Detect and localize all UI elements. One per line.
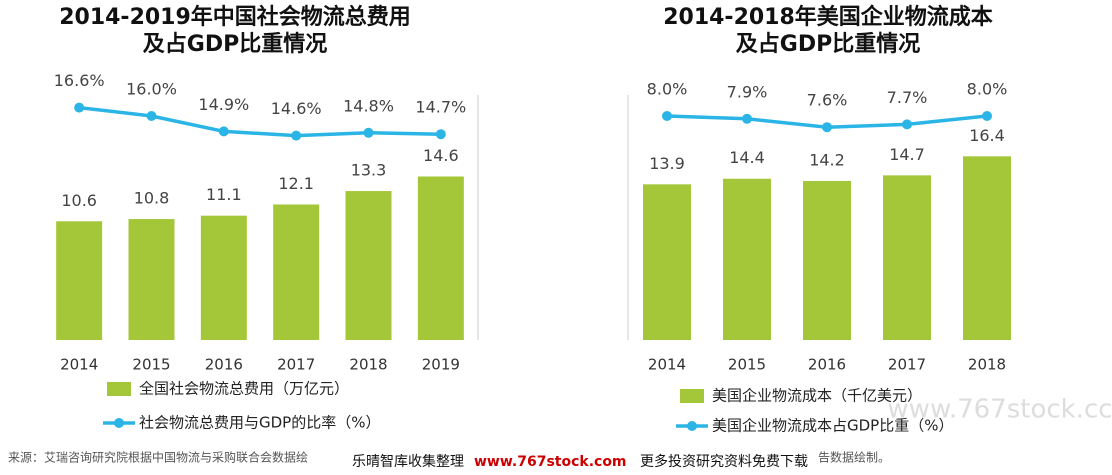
x-tick-label: 2016 xyxy=(205,356,243,374)
data-label: 14.9% xyxy=(198,95,249,114)
bar xyxy=(803,180,851,340)
x-tick-label: 2018 xyxy=(968,356,1006,374)
point xyxy=(291,130,302,141)
point xyxy=(435,129,446,140)
data-label: 14.4 xyxy=(729,148,765,167)
data-label: 13.9 xyxy=(649,154,685,173)
point xyxy=(902,119,912,130)
bar xyxy=(56,221,103,340)
legend-label: 全国社会物流总费用（万亿元） xyxy=(139,380,349,398)
data-label: 10.6 xyxy=(61,191,97,210)
x-tick-label: 2015 xyxy=(132,356,170,374)
legend-point xyxy=(114,418,124,428)
bar xyxy=(643,184,691,340)
legend-swatch xyxy=(680,389,704,403)
bar xyxy=(417,176,464,340)
watermark-right: 更多投资研究资料免费下载 xyxy=(640,453,808,470)
point xyxy=(74,102,85,113)
chart-title: 及占GDP比重情况 xyxy=(736,31,920,57)
data-label: 14.6 xyxy=(423,146,459,165)
legend-swatch xyxy=(107,382,131,396)
point xyxy=(982,111,992,121)
data-label: 10.8 xyxy=(134,189,170,208)
point xyxy=(363,127,374,138)
point xyxy=(822,122,832,133)
x-tick-label: 2015 xyxy=(728,356,766,374)
x-tick-label: 2019 xyxy=(422,356,460,374)
point xyxy=(662,111,672,121)
bar xyxy=(273,204,320,340)
source: 来源：艾瑞咨询研究院根据中国物流与采购联合会数据绘 xyxy=(8,450,308,465)
data-label: 16.4 xyxy=(969,126,1005,145)
x-tick-label: 2017 xyxy=(888,356,926,374)
legend-label: 美国企业物流成本（千亿美元） xyxy=(712,387,922,405)
point xyxy=(742,113,752,124)
bar xyxy=(345,191,392,340)
data-label: 7.6% xyxy=(807,91,848,110)
point xyxy=(146,111,157,121)
chart-title: 及占GDP比重情况 xyxy=(143,31,327,57)
bar xyxy=(963,156,1011,340)
x-tick-label: 2016 xyxy=(808,356,846,374)
data-label: 14.7 xyxy=(889,145,925,164)
chart-title: 2014-2018年美国企业物流成本 xyxy=(663,4,993,30)
watermark-corner: www.767stock.cc xyxy=(887,395,1112,425)
bar xyxy=(128,219,175,340)
source-end: 告数据绘制。 xyxy=(818,450,890,465)
line xyxy=(78,105,441,138)
legend-label: 社会物流总费用与GDP的比率（%） xyxy=(139,414,380,432)
data-label: 14.8% xyxy=(343,96,394,115)
data-label: 11.1 xyxy=(206,185,242,204)
x-tick-label: 2018 xyxy=(349,356,387,374)
data-label: 16.6% xyxy=(54,71,105,90)
data-label: 13.3 xyxy=(351,161,387,180)
bar xyxy=(200,215,247,340)
data-label: 8.0% xyxy=(967,80,1008,99)
x-tick-label: 2014 xyxy=(60,356,98,374)
bar xyxy=(723,178,771,340)
watermark-bg xyxy=(348,447,818,473)
data-label: 14.6% xyxy=(271,99,322,118)
watermark-left: 乐晴智库收集整理 xyxy=(352,453,464,470)
x-tick-label: 2014 xyxy=(648,356,686,374)
point xyxy=(218,126,229,137)
data-label: 12.1 xyxy=(278,174,314,193)
bar xyxy=(883,175,931,340)
data-label: 14.7% xyxy=(415,98,466,117)
data-label: 7.7% xyxy=(887,88,928,107)
data-label: 7.9% xyxy=(727,82,768,101)
data-label: 14.2 xyxy=(809,150,845,169)
data-label: 8.0% xyxy=(647,80,688,99)
watermark-url: www.767stock.com xyxy=(474,454,627,470)
x-tick-label: 2017 xyxy=(277,356,315,374)
chart-title: 2014-2019年中国社会物流总费用 xyxy=(59,4,411,30)
legend-point xyxy=(687,421,697,431)
data-label: 16.0% xyxy=(126,80,177,99)
legend-label: 美国企业物流成本占GDP比重（%） xyxy=(712,417,953,435)
